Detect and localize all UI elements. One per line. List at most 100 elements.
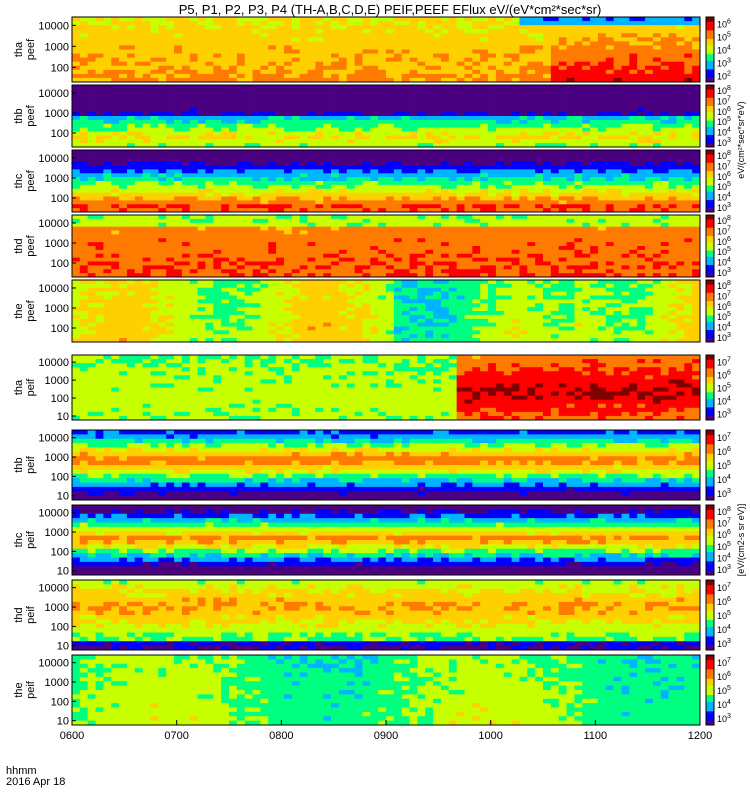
heat-cell xyxy=(126,65,136,71)
heat-cell xyxy=(668,188,677,194)
heat-cell xyxy=(283,139,293,144)
heat-cell xyxy=(503,246,512,251)
heat-cell xyxy=(472,204,481,209)
heat-cell xyxy=(393,177,403,182)
heat-cell xyxy=(315,17,324,22)
heat-cell xyxy=(299,181,308,186)
heat-cell xyxy=(158,153,167,159)
heat-cell xyxy=(488,177,497,182)
heat-cell xyxy=(652,96,662,101)
heat-cell xyxy=(488,127,497,132)
heat-cell xyxy=(87,57,96,63)
heat-cell xyxy=(590,119,599,125)
heat-cell xyxy=(386,181,395,186)
heat-cell xyxy=(252,153,261,159)
heat-cell xyxy=(166,123,175,129)
heat-cell xyxy=(174,116,183,121)
heat-cell xyxy=(315,127,324,132)
heat-cell xyxy=(652,17,662,22)
heat-cell xyxy=(582,53,591,59)
heat-cell xyxy=(464,21,473,26)
heat-cell xyxy=(480,69,489,75)
heat-cell xyxy=(299,165,308,170)
heat-cell xyxy=(535,200,544,205)
panel-frame xyxy=(71,149,701,213)
heat-cell xyxy=(597,33,607,38)
heat-cell xyxy=(158,257,167,262)
heat-cell xyxy=(299,100,308,105)
heat-cell xyxy=(448,92,458,98)
heat-cell xyxy=(181,96,191,101)
heat-cell xyxy=(621,157,630,163)
panel-label-species: peef xyxy=(25,104,37,126)
heat-cell xyxy=(692,131,701,136)
heat-cell xyxy=(401,169,410,174)
heat-cell xyxy=(221,25,230,30)
heat-cell xyxy=(197,257,206,262)
heat-cell xyxy=(464,238,473,243)
colorbar-tick-label: 106 xyxy=(717,19,731,30)
heat-cell xyxy=(268,200,277,205)
heat-cell xyxy=(134,208,144,213)
heat-cell xyxy=(111,169,120,174)
heat-cell xyxy=(574,131,583,136)
heat-cell xyxy=(323,192,332,197)
heat-cell xyxy=(409,169,418,174)
heat-cell xyxy=(456,49,465,54)
heat-cell xyxy=(276,25,285,30)
heat-cell xyxy=(637,45,646,50)
heat-cell xyxy=(307,234,316,239)
heat-cell xyxy=(346,108,355,113)
heat-cell xyxy=(629,200,638,205)
heat-cell xyxy=(119,165,128,170)
heat-cell xyxy=(425,161,434,166)
heat-cell xyxy=(166,17,175,22)
heat-cell xyxy=(119,127,128,132)
heat-cell xyxy=(244,161,253,166)
heat-cell xyxy=(425,77,434,83)
heat-cell xyxy=(527,112,536,117)
heat-cell xyxy=(174,53,183,59)
heat-cell xyxy=(613,53,622,59)
heat-cell xyxy=(362,215,371,220)
heat-cell xyxy=(448,208,458,213)
heat-cell xyxy=(393,265,403,270)
colorbar-step xyxy=(706,162,714,165)
heat-cell xyxy=(150,33,159,38)
heat-cell xyxy=(276,157,285,163)
heat-cell xyxy=(456,33,465,38)
heat-cell xyxy=(291,188,301,194)
heat-cell xyxy=(346,112,355,117)
heat-cell xyxy=(613,165,622,170)
heat-cell xyxy=(221,116,230,121)
heat-cell xyxy=(244,53,253,59)
heat-cell xyxy=(205,208,214,213)
heat-cell xyxy=(378,261,387,266)
heat-cell xyxy=(260,169,269,174)
heat-cell xyxy=(668,69,677,75)
heat-cell xyxy=(87,112,96,117)
heat-cell xyxy=(244,165,253,170)
heat-cell xyxy=(213,273,222,278)
heat-cell xyxy=(503,131,512,136)
heat-cell xyxy=(629,73,638,79)
heat-cell xyxy=(268,77,277,83)
heat-cell xyxy=(692,123,701,129)
heat-cell xyxy=(331,96,340,101)
heat-cell xyxy=(315,65,324,71)
heat-cell xyxy=(315,273,324,278)
heat-cell xyxy=(433,253,442,259)
heat-cell xyxy=(236,73,246,79)
heat-cell xyxy=(307,92,316,98)
heat-cell xyxy=(103,230,112,235)
heat-cell xyxy=(362,169,371,174)
heat-cell xyxy=(276,192,285,197)
heat-cell xyxy=(229,249,238,255)
heat-cell xyxy=(409,188,418,194)
heat-cell xyxy=(315,73,324,79)
heat-cell xyxy=(72,218,81,224)
heat-cell xyxy=(684,53,693,59)
heat-cell xyxy=(378,196,387,201)
heat-cell xyxy=(543,265,552,270)
heat-cell xyxy=(448,96,458,101)
